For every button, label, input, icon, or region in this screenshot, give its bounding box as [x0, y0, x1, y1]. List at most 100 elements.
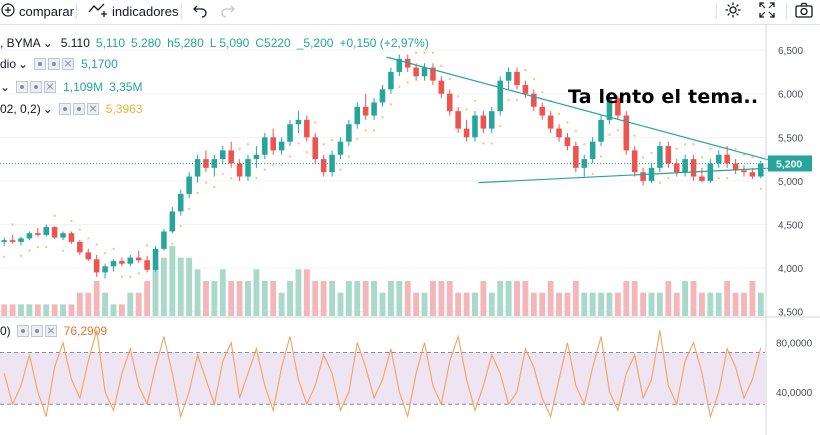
- volume-bar: [329, 281, 336, 316]
- sar-dot: [499, 124, 502, 128]
- sar-dot: [658, 181, 662, 184]
- volume-bar: [614, 292, 621, 316]
- candle-body: [278, 141, 285, 151]
- price-legend: , BYMA ⌄ 5.110 5,110 5.280 h5,280 L 5,09…: [0, 36, 429, 50]
- sar-dot: [574, 130, 577, 133]
- redo-button[interactable]: [220, 2, 236, 20]
- ma-value: 5,1700: [81, 57, 118, 71]
- sar-dot: [28, 249, 31, 252]
- sar-dot: [381, 116, 384, 119]
- eye-icon[interactable]: [16, 81, 29, 93]
- volume-bar: [135, 292, 142, 316]
- candle-body: [758, 163, 764, 177]
- sar-dot: [524, 69, 527, 72]
- volume-bar: [287, 281, 293, 316]
- oscillator-line: [3, 330, 762, 419]
- candle-body: [573, 146, 579, 168]
- sar-dot: [650, 151, 653, 155]
- sar-dot: [322, 143, 325, 146]
- candle-body: [472, 115, 478, 138]
- close-icon[interactable]: [44, 81, 57, 93]
- volume-bar: [76, 292, 83, 316]
- sar-dot: [473, 99, 477, 102]
- candle-body: [388, 71, 394, 90]
- candle-body: [68, 233, 75, 242]
- sar-dot: [709, 147, 712, 150]
- indicators-icon: [87, 1, 109, 22]
- candle-body: [186, 176, 192, 194]
- volume-bar: [656, 292, 663, 316]
- indicators-button[interactable]: indicadores: [87, 2, 179, 20]
- compare-button[interactable]: comparar: [0, 2, 74, 20]
- sar-dot: [95, 243, 98, 246]
- ma-legend: dio ⌄ 5,1700: [0, 57, 118, 71]
- sar-dot: [204, 181, 208, 184]
- volume-bar: [404, 281, 411, 316]
- settings-small-icon[interactable]: [72, 103, 85, 115]
- sar-dot: [557, 112, 561, 115]
- eye-icon[interactable]: [16, 325, 29, 337]
- sar-dot: [53, 214, 56, 217]
- candle-body: [51, 227, 58, 238]
- settings-small-icon[interactable]: [30, 81, 43, 93]
- candle-body: [598, 119, 604, 142]
- candle-body: [623, 115, 630, 151]
- chevron-down-icon[interactable]: ⌄: [42, 102, 53, 116]
- volume-bar: [547, 281, 554, 316]
- sar-dot: [19, 254, 23, 257]
- eye-icon[interactable]: [58, 103, 71, 115]
- candle-body: [455, 111, 461, 129]
- volume-bar: [648, 292, 655, 316]
- sar-dot: [423, 51, 426, 54]
- close-icon[interactable]: [62, 58, 75, 70]
- volume-bar: [354, 281, 361, 316]
- toolbar-divider: [181, 3, 182, 19]
- candle-body: [102, 266, 108, 273]
- close-icon[interactable]: [86, 103, 99, 115]
- candle-body: [253, 154, 260, 160]
- eye-icon[interactable]: [34, 58, 47, 70]
- volume-bar: [127, 292, 134, 316]
- chevron-down-icon[interactable]: ⌄: [18, 57, 29, 71]
- sar-dot: [70, 219, 73, 223]
- chevron-down-icon[interactable]: ⌄: [0, 80, 11, 94]
- fullscreen-button[interactable]: [758, 1, 776, 20]
- sar-dot: [482, 142, 485, 145]
- candle-body: [640, 172, 646, 181]
- chart-canvas[interactable]: 6,500 6,000 5,500 5,000 4,500 4,000 3,500 5,200…: [0, 24, 820, 435]
- sar-dot: [616, 129, 619, 132]
- sar-dot: [515, 98, 519, 101]
- settings-small-icon[interactable]: [30, 325, 43, 337]
- price-tick-label: 6,000: [778, 90, 803, 101]
- undo-button[interactable]: [192, 2, 208, 20]
- close-icon[interactable]: [44, 325, 57, 337]
- volume-bar: [295, 269, 302, 316]
- sar-dot: [112, 247, 115, 250]
- price-tick-label: 4,500: [778, 220, 803, 231]
- sar-dot: [120, 275, 123, 278]
- sar-dot: [3, 255, 6, 258]
- candle-body: [715, 154, 722, 164]
- sar-dot: [566, 121, 569, 124]
- sar-dot: [675, 147, 678, 150]
- settings-button[interactable]: [724, 2, 742, 20]
- candle-body: [556, 128, 562, 138]
- sar-dot: [389, 103, 393, 106]
- candle-body: [85, 252, 92, 260]
- volume-bar: [152, 269, 159, 316]
- sar-dot: [583, 143, 586, 146]
- settings-small-icon[interactable]: [48, 58, 61, 70]
- volume-bar: [320, 281, 327, 316]
- candle-body: [127, 257, 134, 264]
- sar-dot: [11, 223, 14, 226]
- interval-chevron-icon[interactable]: ⌄: [42, 36, 53, 50]
- volume-bar: [749, 281, 756, 316]
- candle-body: [26, 233, 33, 239]
- snapshot-button[interactable]: [794, 2, 814, 20]
- volume-bar: [741, 292, 747, 316]
- volume-bar: [396, 281, 403, 316]
- last-price: _5,200: [296, 36, 334, 50]
- volume-bar: [757, 292, 764, 316]
- candle-body: [135, 257, 142, 261]
- sar-dot: [314, 121, 317, 124]
